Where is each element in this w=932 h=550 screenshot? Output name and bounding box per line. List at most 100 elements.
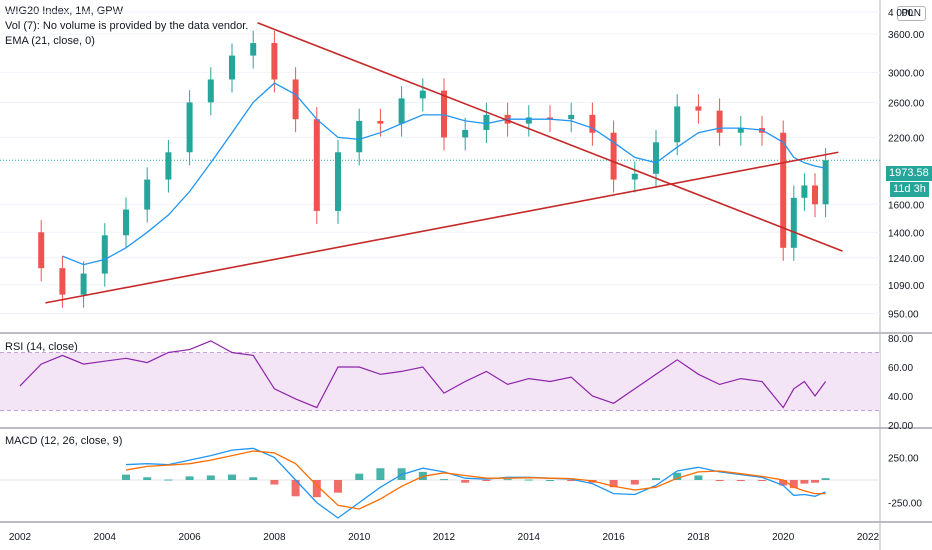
- macd-histogram-bar: [228, 474, 236, 480]
- candle[interactable]: [250, 43, 257, 56]
- candle[interactable]: [547, 117, 553, 120]
- x-tick-label: 2010: [348, 532, 371, 543]
- candle[interactable]: [589, 114, 596, 133]
- x-tick-label: 2020: [772, 532, 795, 543]
- candle[interactable]: [462, 129, 469, 138]
- candle[interactable]: [207, 79, 214, 103]
- macd-tick-label: 250.00: [888, 453, 919, 464]
- x-tick-label: 2008: [263, 532, 286, 543]
- macd-histogram-bar: [355, 473, 364, 480]
- candle[interactable]: [483, 114, 490, 130]
- candle[interactable]: [123, 209, 129, 236]
- countdown-badge: 11d 3h: [890, 182, 929, 197]
- x-tick-label: 2018: [687, 532, 710, 543]
- rsi-tick-label: 60.00: [888, 363, 913, 374]
- macd-histogram-bar: [800, 480, 809, 484]
- candle[interactable]: [80, 273, 87, 295]
- macd-histogram-bar: [185, 476, 194, 480]
- macd-histogram-bar: [143, 477, 152, 480]
- macd-histogram-bar: [461, 480, 470, 483]
- candle[interactable]: [568, 114, 575, 120]
- candle[interactable]: [335, 152, 341, 211]
- candle[interactable]: [441, 90, 447, 138]
- ema-line: [62, 82, 826, 266]
- ema-legend: EMA (21, close, 0): [5, 35, 95, 47]
- macd-histogram-bar: [249, 477, 258, 480]
- macd-histogram-bar: [482, 480, 491, 481]
- x-tick-label: 2002: [9, 532, 32, 543]
- candle[interactable]: [801, 185, 808, 198]
- price-tick-label: 1240.00: [888, 254, 925, 265]
- candle[interactable]: [165, 152, 172, 180]
- candle[interactable]: [398, 98, 405, 124]
- candle[interactable]: [822, 160, 829, 205]
- candle[interactable]: [59, 268, 66, 295]
- macd-histogram-bar: [206, 475, 215, 480]
- candle[interactable]: [313, 119, 320, 211]
- macd-histogram-bar: [694, 475, 703, 480]
- macd-histogram-bar: [312, 480, 321, 498]
- candle[interactable]: [419, 90, 426, 99]
- macd-histogram-bar: [270, 480, 279, 485]
- candle[interactable]: [271, 43, 278, 80]
- rsi-tick-label: 40.00: [888, 392, 913, 403]
- candle[interactable]: [525, 117, 532, 124]
- candle[interactable]: [101, 235, 108, 274]
- candle[interactable]: [695, 106, 702, 111]
- rsi-tick-label: 80.00: [888, 334, 913, 345]
- rsi-line: [19, 340, 827, 409]
- candle[interactable]: [377, 120, 384, 124]
- price-tick-label: 3600.00: [888, 30, 925, 41]
- x-tick-label: 2012: [433, 532, 456, 543]
- macd-histogram-bar: [758, 480, 766, 481]
- x-tick-label: 2022: [857, 532, 880, 543]
- candle[interactable]: [144, 179, 151, 210]
- x-tick-label: 2016: [602, 532, 625, 543]
- candle[interactable]: [356, 120, 363, 153]
- rsi-tick-label: 20.00: [888, 421, 913, 432]
- currency-button[interactable]: PLN: [896, 6, 926, 21]
- candle[interactable]: [737, 128, 744, 133]
- macd-histogram-bar: [376, 468, 385, 480]
- macd-histogram-bar: [122, 474, 130, 480]
- macd-histogram-bar: [609, 480, 618, 488]
- candle[interactable]: [812, 185, 818, 205]
- macd-histogram-bar: [652, 478, 660, 480]
- candle[interactable]: [292, 79, 299, 120]
- price-tick-label: 950.00: [888, 310, 919, 321]
- chart-title: WIG20 Index, 1M, GPW: [5, 5, 123, 17]
- candle[interactable]: [674, 106, 681, 143]
- candle[interactable]: [186, 102, 193, 153]
- macd-histogram-bar: [673, 472, 682, 480]
- macd-histogram-bar: [630, 480, 639, 485]
- candle[interactable]: [653, 142, 659, 174]
- candle[interactable]: [610, 132, 617, 180]
- rsi-band: [0, 352, 880, 411]
- candle[interactable]: [631, 173, 638, 180]
- rsi-legend: RSI (14, close): [5, 341, 78, 353]
- candle[interactable]: [790, 197, 797, 248]
- trendline[interactable]: [257, 22, 843, 252]
- candle[interactable]: [780, 132, 787, 248]
- macd-histogram-bar: [567, 480, 576, 481]
- signal-line: [125, 450, 826, 510]
- last-price-badge: 1973.58: [886, 166, 932, 181]
- trendline[interactable]: [45, 151, 839, 304]
- macd-histogram-bar: [524, 479, 533, 481]
- candle[interactable]: [38, 232, 45, 269]
- price-tick-label: 2600.00: [888, 98, 925, 109]
- macd-histogram-bar: [789, 480, 798, 489]
- macd-histogram-bar: [503, 479, 512, 481]
- price-tick-label: 1400.00: [888, 228, 925, 239]
- candle[interactable]: [229, 55, 235, 80]
- macd-histogram-bar: [164, 479, 173, 481]
- macd-histogram-bar: [440, 479, 448, 481]
- macd-legend: MACD (12, 26, close, 9): [5, 435, 123, 447]
- x-tick-label: 2006: [178, 532, 201, 543]
- macd-histogram-bar: [334, 480, 342, 493]
- macd-histogram-bar: [779, 480, 788, 486]
- macd-histogram-bar: [546, 480, 554, 481]
- candle[interactable]: [716, 110, 723, 133]
- price-tick-label: 2200.00: [888, 133, 925, 144]
